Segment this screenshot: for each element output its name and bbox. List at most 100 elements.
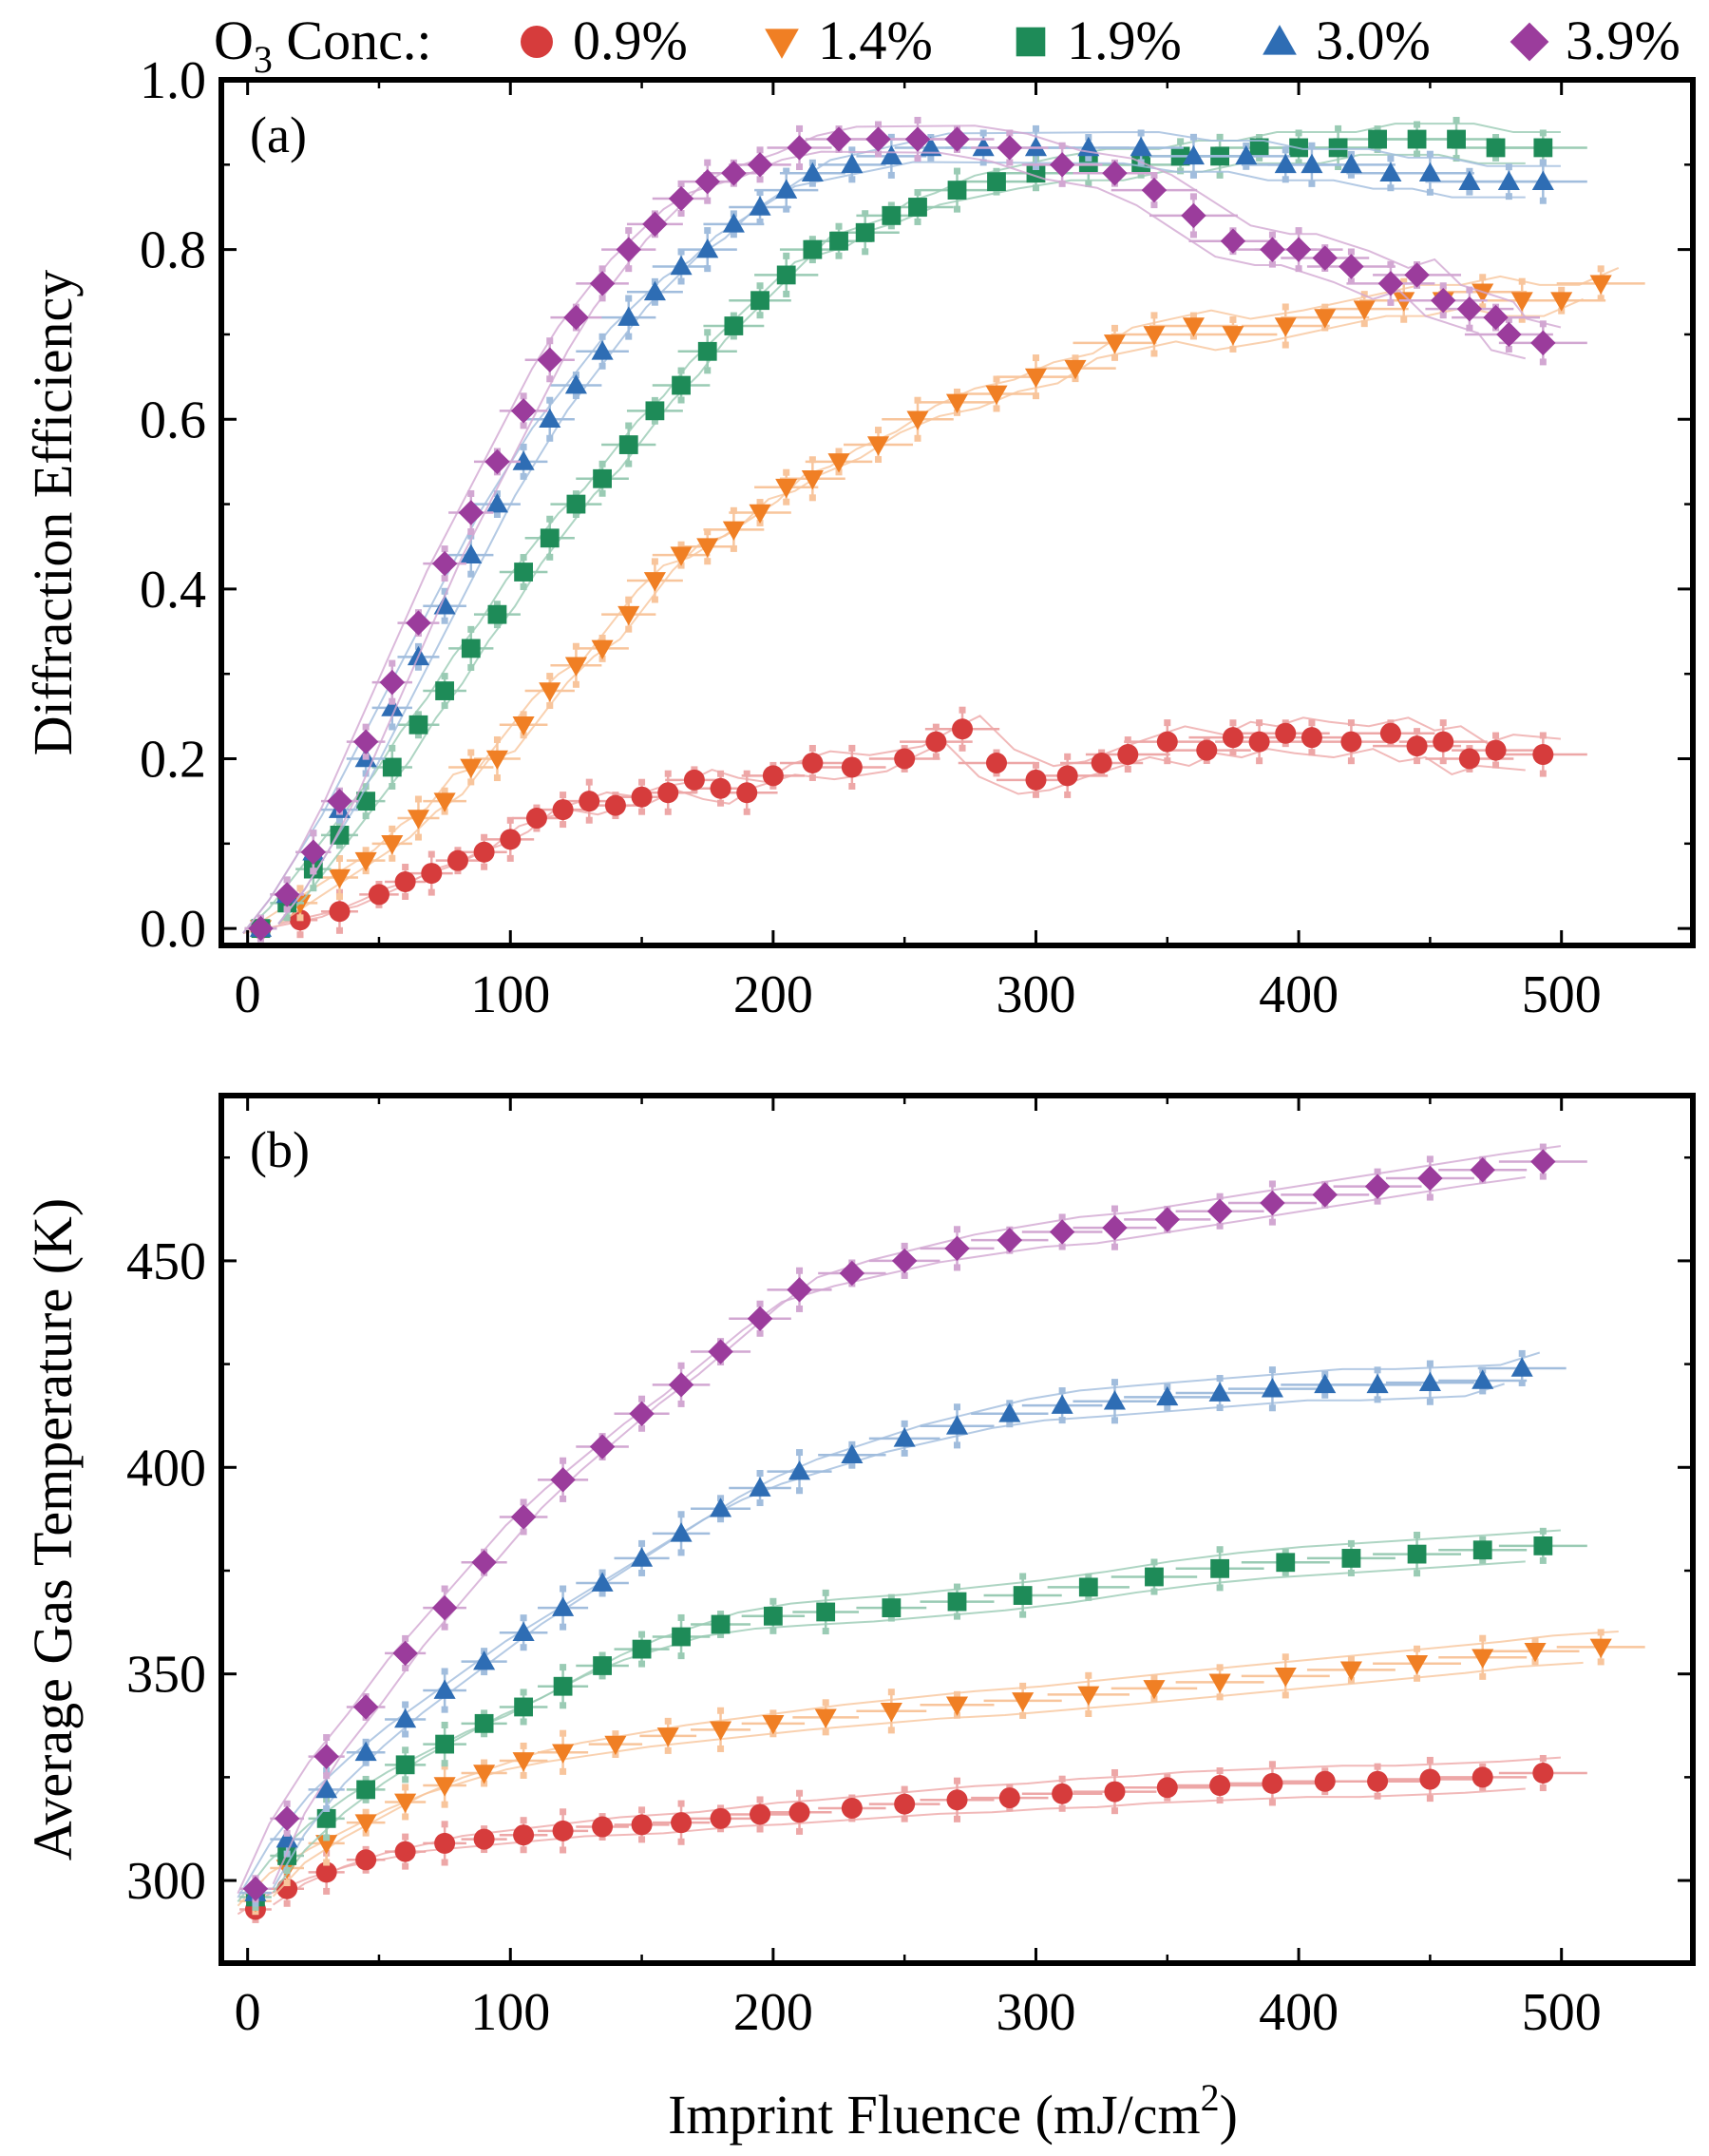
error-cap xyxy=(598,1672,606,1680)
error-cap xyxy=(1058,180,1066,187)
panel-b-gas-temperature: 0 100 200 300 400 500 300 350 400 450 Average Gas … xyxy=(22,1093,1696,2042)
data-point xyxy=(1368,129,1387,149)
error-cap xyxy=(959,744,966,752)
error-cap xyxy=(1539,320,1547,328)
error-cap xyxy=(954,1403,960,1411)
error-cap xyxy=(467,663,475,671)
error-cap xyxy=(1256,154,1263,162)
error-cap xyxy=(414,833,422,841)
error-cap xyxy=(954,205,960,213)
data-point xyxy=(802,752,824,773)
replicate-trace xyxy=(277,267,1620,925)
data-point xyxy=(604,1735,627,1756)
error-cap xyxy=(1229,749,1237,756)
y-tick-label: 0.6 xyxy=(140,391,206,449)
error-cap xyxy=(887,1689,895,1696)
error-cap xyxy=(1347,757,1355,765)
error-cap xyxy=(1426,188,1434,196)
data-point xyxy=(512,1752,535,1772)
data-point xyxy=(1550,292,1573,312)
error-cap xyxy=(625,227,633,235)
data-point xyxy=(998,1787,1020,1809)
error-cap xyxy=(1414,121,1421,128)
error-cap xyxy=(402,1776,409,1784)
error-cap xyxy=(402,1784,409,1791)
error-cap xyxy=(717,1611,725,1618)
panel-a-diffraction-efficiency: 0 100 200 300 400 500 0.0 0.2 0.4 0.6 0.8 1.0 Diffra… xyxy=(22,51,1696,1024)
data-point xyxy=(1103,334,1127,354)
error-cap xyxy=(756,1300,764,1307)
error-cap xyxy=(1032,392,1039,400)
error-cap xyxy=(625,460,633,467)
error-cap xyxy=(598,362,606,370)
error-cap xyxy=(1597,1629,1605,1636)
error-cap xyxy=(932,753,940,760)
data-point xyxy=(1314,309,1337,329)
error-cap xyxy=(362,1775,370,1783)
error-cap xyxy=(954,1777,960,1784)
data-point xyxy=(670,255,693,276)
error-cap xyxy=(402,864,409,871)
error-cap xyxy=(560,1729,567,1737)
error-cap xyxy=(1374,125,1381,133)
error-cap xyxy=(441,1668,448,1675)
error-cap xyxy=(441,1706,448,1713)
error-cap xyxy=(1597,265,1605,273)
data-point xyxy=(394,871,416,893)
data-point xyxy=(328,868,351,889)
error-cap xyxy=(717,799,725,807)
error-cap xyxy=(1032,124,1039,132)
y-tick-label: 300 xyxy=(126,1852,206,1911)
error-cap xyxy=(1414,150,1421,158)
error-cap xyxy=(704,367,712,374)
error-cap xyxy=(756,312,764,319)
data-point xyxy=(1182,144,1205,165)
error-cap xyxy=(914,116,921,124)
data-point xyxy=(392,1640,418,1667)
data-point xyxy=(276,1878,298,1899)
data-point xyxy=(435,1734,455,1754)
error-cap xyxy=(283,906,291,913)
error-cap xyxy=(520,711,527,718)
data-point xyxy=(431,550,458,577)
y-tick-label: 0.8 xyxy=(140,221,206,280)
error-cap xyxy=(677,1838,685,1845)
error-cap xyxy=(598,1651,606,1659)
data-point xyxy=(710,1807,731,1829)
error-cap xyxy=(1387,184,1395,192)
error-cap xyxy=(756,146,764,154)
data-point xyxy=(1524,1642,1547,1663)
error-cap xyxy=(335,842,343,849)
x-tick-label: 500 xyxy=(1522,1983,1602,2042)
error-cap xyxy=(1085,1573,1092,1580)
error-cap xyxy=(796,1305,804,1312)
error-cap xyxy=(1019,1711,1027,1719)
data-point xyxy=(1025,769,1047,791)
data-point xyxy=(816,1602,836,1622)
error-cap xyxy=(1414,757,1421,765)
error-cap xyxy=(796,162,804,170)
error-cap xyxy=(887,133,895,141)
error-cap xyxy=(1268,1366,1276,1374)
error-cap xyxy=(954,1690,960,1698)
data-point xyxy=(1417,1165,1443,1192)
y-axis-title: Average Gas Temperature (K) xyxy=(22,1198,84,1861)
error-cap xyxy=(1426,1155,1434,1163)
error-cap xyxy=(1216,1797,1224,1804)
error-cap xyxy=(901,1449,908,1457)
data-point xyxy=(642,211,668,238)
error-cap xyxy=(1492,134,1500,142)
error-cap xyxy=(1268,1404,1276,1412)
error-cap xyxy=(1558,286,1566,294)
data-point xyxy=(1366,1373,1389,1394)
error-cap xyxy=(1295,227,1302,235)
error-cap xyxy=(862,248,869,256)
data-point xyxy=(1117,744,1139,766)
data-point xyxy=(947,1592,967,1612)
error-cap xyxy=(1374,1168,1381,1175)
data-point xyxy=(891,1248,918,1274)
data-point xyxy=(1419,1768,1441,1790)
error-cap xyxy=(1539,1527,1547,1535)
error-cap xyxy=(362,1759,370,1766)
data-point xyxy=(394,1841,416,1862)
